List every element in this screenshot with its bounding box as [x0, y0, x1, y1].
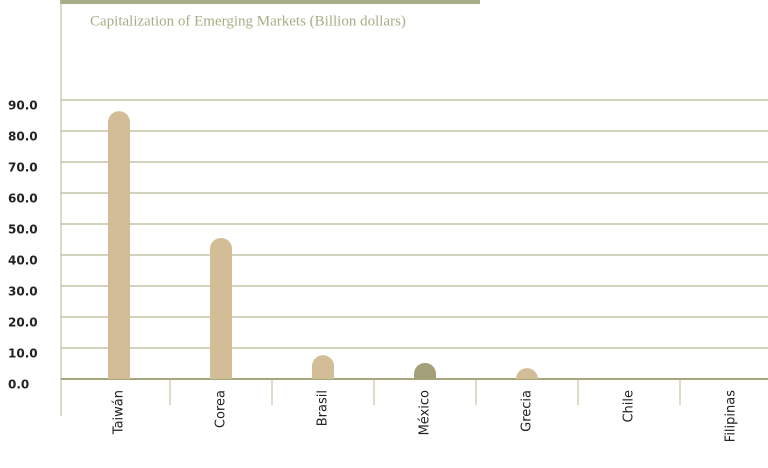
y-tick-label: 60.0 — [8, 192, 38, 206]
y-tick-label: 80.0 — [8, 130, 38, 144]
x-tick-label: Corea — [214, 390, 229, 428]
x-tick-label: Grecia — [520, 390, 535, 432]
x-tick-label: México — [418, 390, 433, 435]
chart-title: Capitalization of Emerging Markets (Bill… — [90, 13, 406, 29]
x-tick-label: Filipinas — [724, 390, 739, 442]
y-tick-label: 90.0 — [8, 99, 38, 113]
x-tick-label: Taiwán — [112, 390, 127, 435]
x-tick-label: Brasil — [316, 390, 331, 426]
x-tick-label: Chile — [622, 390, 637, 423]
y-tick-label: 0.0 — [8, 378, 29, 392]
y-tick-label: 30.0 — [8, 285, 38, 299]
y-tick-label: 50.0 — [8, 223, 38, 237]
bar — [210, 237, 232, 379]
y-tick-label: 10.0 — [8, 347, 38, 361]
y-tick-label: 40.0 — [8, 254, 38, 268]
bar — [312, 355, 334, 379]
y-tick-label: 70.0 — [8, 161, 38, 175]
bar — [414, 362, 436, 379]
bar — [108, 111, 130, 380]
y-tick-label: 20.0 — [8, 316, 38, 330]
bar — [516, 368, 538, 379]
